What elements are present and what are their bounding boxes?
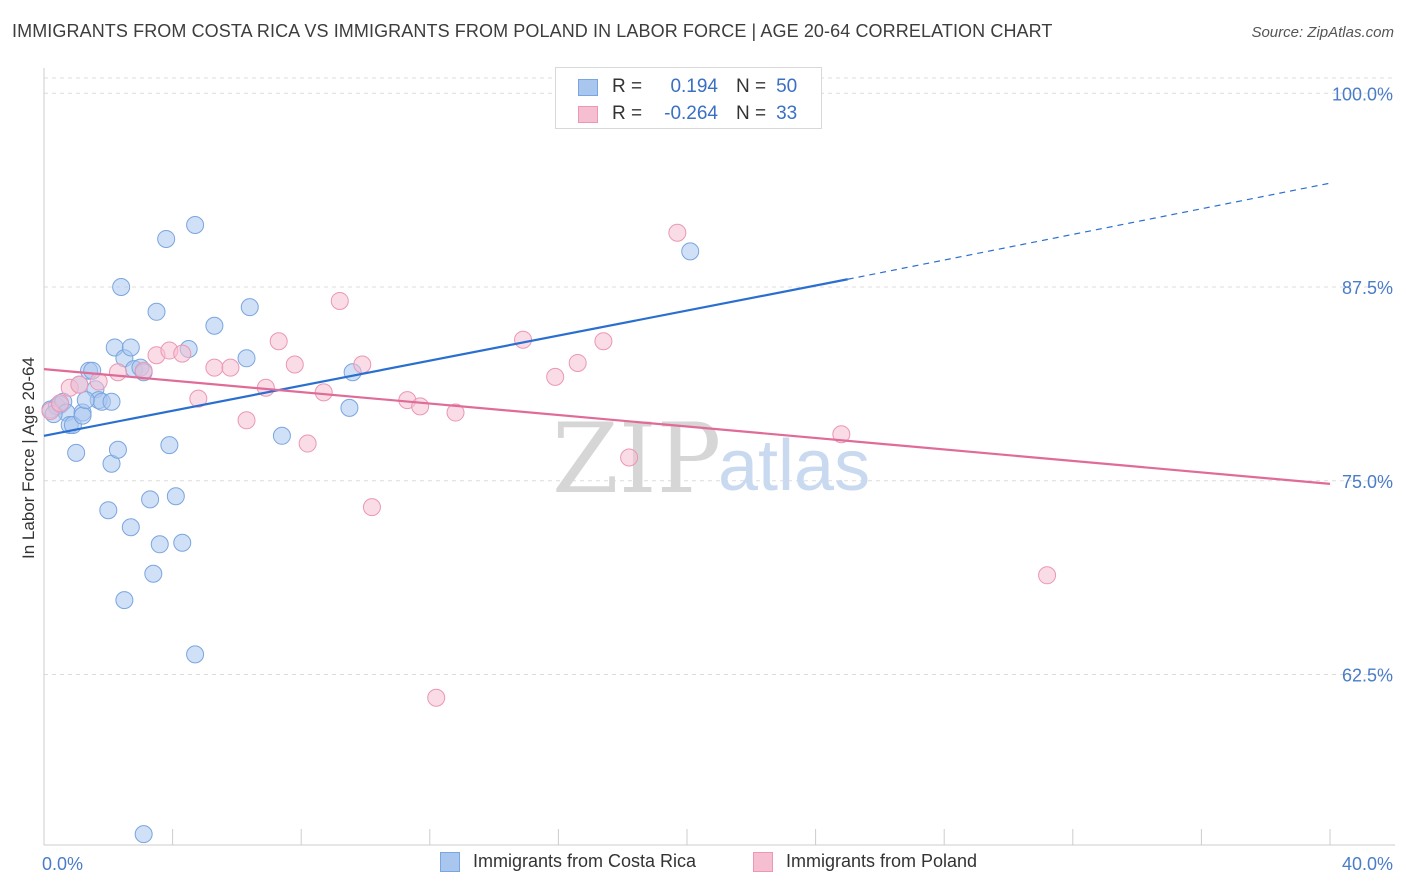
data-point — [340, 398, 359, 417]
series-poland-points — [41, 223, 1057, 707]
data-point — [76, 391, 95, 410]
data-point — [121, 518, 140, 537]
data-point — [166, 487, 185, 506]
series-legend-poland[interactable]: Immigrants from Poland — [753, 851, 977, 872]
gridlines — [44, 77, 1395, 675]
data-point — [134, 825, 153, 844]
data-point — [1038, 566, 1057, 585]
y-tick-label: 100.0% — [1332, 84, 1393, 104]
series-legend: Immigrants from Costa Rica Immigrants fr… — [0, 851, 1406, 877]
trend-line-poland — [43, 368, 1331, 485]
data-point — [144, 564, 163, 583]
data-point — [285, 355, 304, 374]
data-point — [160, 436, 179, 455]
data-point — [112, 278, 131, 296]
series-costa-rica-points — [41, 216, 700, 844]
data-point — [173, 533, 192, 552]
data-point — [205, 316, 224, 335]
data-point — [73, 406, 92, 425]
legend-n-value: 33 — [776, 103, 798, 124]
x-tick-label: 0.0% — [42, 854, 83, 874]
data-point — [150, 535, 169, 554]
legend-n-value: 50 — [776, 76, 798, 97]
series-label-costa-rica: Immigrants from Costa Rica — [473, 851, 697, 871]
legend-n-label: N = — [736, 103, 767, 124]
data-point — [102, 392, 121, 411]
data-point — [173, 344, 192, 363]
legend-r-label: R = — [612, 103, 643, 124]
series-swatch-poland — [753, 851, 773, 872]
chart-title: IMMIGRANTS FROM COSTA RICA VS IMMIGRANTS… — [12, 21, 1053, 41]
data-point — [237, 349, 256, 368]
data-point — [240, 298, 259, 317]
data-point — [681, 242, 700, 261]
series-swatch-costa-rica — [440, 851, 460, 872]
source-label: Source: ZipAtlas.com — [1251, 24, 1394, 41]
data-point — [411, 397, 430, 416]
correlation-legend: R = 0.194 N = 50 R = -0.264 N = 33 — [555, 67, 822, 129]
data-point — [157, 229, 176, 248]
data-point — [832, 425, 851, 444]
data-point — [568, 353, 587, 372]
legend-n-label: N = — [736, 76, 767, 97]
data-point — [70, 375, 89, 394]
legend-r-value: 0.194 — [670, 76, 718, 97]
data-point — [594, 332, 613, 351]
trend-lines — [43, 182, 1331, 485]
data-point — [298, 434, 317, 453]
data-point — [108, 440, 127, 459]
data-point — [99, 501, 118, 520]
data-point — [189, 389, 208, 408]
data-point — [514, 330, 533, 349]
legend-r-value: -0.264 — [664, 103, 718, 124]
data-point — [115, 591, 134, 610]
data-point — [67, 443, 86, 462]
data-point — [108, 363, 127, 382]
data-point — [269, 332, 288, 351]
series-label-poland: Immigrants from Poland — [786, 851, 978, 871]
y-axis-title: In Labor Force | Age 20-64 — [19, 357, 38, 559]
data-point — [237, 411, 256, 430]
axes — [43, 68, 1395, 846]
data-point — [221, 358, 240, 377]
y-tick-label: 62.5% — [1342, 666, 1393, 686]
legend-row-costa-rica: R = 0.194 N = 50 — [578, 75, 797, 99]
legend-r-label: R = — [612, 76, 643, 97]
data-point — [51, 394, 70, 413]
data-point — [546, 367, 565, 386]
data-points — [41, 216, 1057, 844]
data-point — [427, 688, 446, 707]
data-point — [147, 302, 166, 321]
y-tick-label: 75.0% — [1342, 472, 1393, 492]
data-point — [446, 403, 465, 422]
data-point — [134, 361, 153, 380]
series-legend-costa-rica[interactable]: Immigrants from Costa Rica — [440, 851, 696, 872]
legend-swatch-costa-rica — [578, 78, 598, 96]
data-point — [141, 490, 160, 509]
data-point — [620, 448, 639, 467]
y-tick-label: 87.5% — [1342, 278, 1393, 298]
data-point — [668, 223, 687, 242]
legend-swatch-poland — [578, 105, 598, 123]
trend-line-costa-rica-extension — [847, 182, 1331, 280]
data-point — [362, 498, 381, 517]
data-point — [330, 291, 349, 310]
data-point — [121, 338, 140, 357]
tick-labels: 100.0% 87.5% 75.0% 62.5% 0.0% 40.0% — [42, 84, 1393, 874]
x-tick-label: 40.0% — [1342, 854, 1393, 874]
legend-row-poland: R = -0.264 N = 33 — [578, 102, 797, 126]
data-point — [272, 426, 291, 445]
data-point — [186, 216, 205, 234]
data-point — [314, 383, 333, 402]
data-point — [205, 358, 224, 377]
data-point — [353, 355, 372, 374]
data-point — [186, 645, 205, 664]
trend-line-costa-rica — [43, 278, 848, 437]
